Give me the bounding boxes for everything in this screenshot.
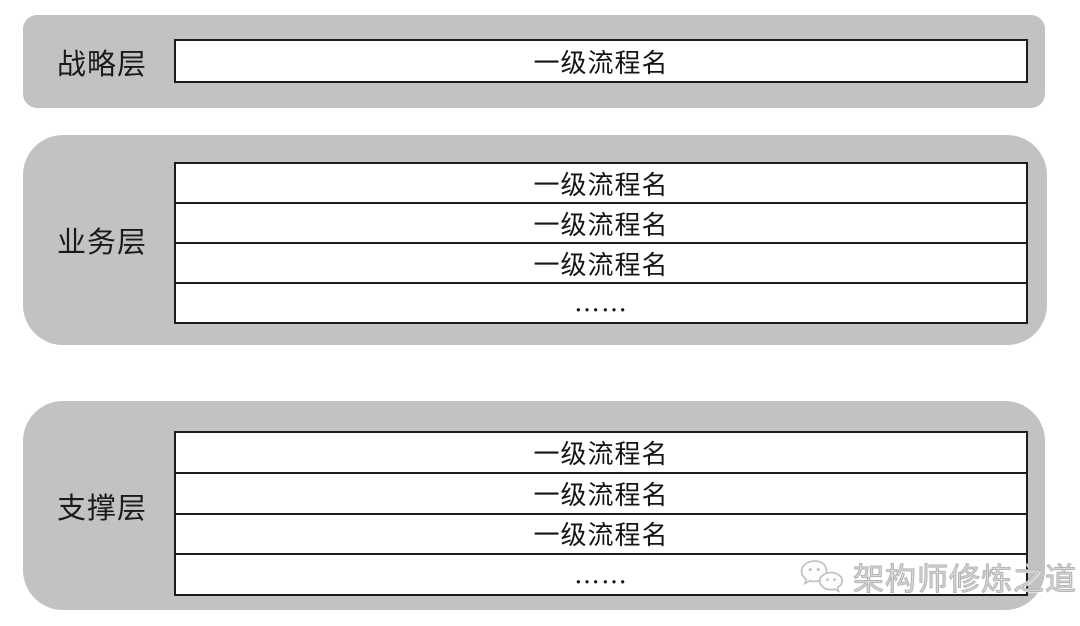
layer-support: 支撑层 一级流程名 一级流程名 一级流程名 …… — [23, 401, 1045, 610]
process-row: 一级流程名 — [176, 244, 1026, 284]
layer-support-label: 支撑层 — [57, 490, 148, 525]
process-row-ellipsis: …… — [574, 288, 628, 318]
process-row: 一级流程名 — [533, 48, 669, 79]
layer-strategy: 战略层 一级流程名 — [23, 15, 1045, 108]
layer-strategy-process-table: 一级流程名 — [174, 39, 1028, 83]
process-row: 一级流程名 — [176, 433, 1026, 474]
process-row: 一级流程名 — [176, 515, 1026, 556]
layer-business-process-table: 一级流程名 一级流程名 一级流程名 …… — [174, 162, 1028, 324]
process-row: 一级流程名 — [176, 474, 1026, 515]
process-row: 一级流程名 — [176, 204, 1026, 244]
process-row-ellipsis: …… — [574, 559, 628, 590]
layer-strategy-label: 战略层 — [57, 46, 148, 81]
layer-business-label: 业务层 — [57, 225, 148, 259]
process-row: 一级流程名 — [176, 164, 1026, 204]
layer-business: 业务层 一级流程名 一级流程名 一级流程名 …… — [23, 135, 1047, 345]
layer-support-process-table: 一级流程名 一级流程名 一级流程名 …… — [174, 431, 1028, 596]
